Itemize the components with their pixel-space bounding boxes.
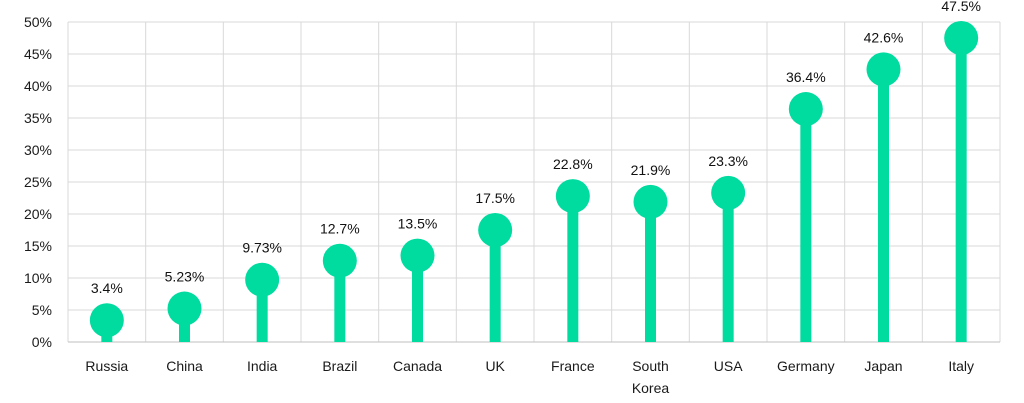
lollipop-dot	[245, 262, 280, 297]
y-tick-label: 20%	[24, 206, 52, 222]
x-category-label: Brazil	[322, 358, 357, 374]
dots-layer	[89, 21, 979, 338]
lollipop-dot	[555, 179, 590, 214]
x-category-label: China	[166, 358, 203, 374]
lollipop-dot	[322, 243, 357, 278]
lollipop-dot	[478, 213, 513, 247]
data-label: 3.4%	[91, 280, 123, 296]
x-category-label: France	[551, 358, 595, 374]
data-labels-layer: 3.4% 5.23% 9.73% 12.7% 13.5% 17.5% 22.8% 21.9% 2…	[91, 0, 981, 296]
x-axis-categories: Russia China India Brazil Canada UK France Sout…	[85, 358, 974, 396]
y-tick-label: 0%	[32, 334, 52, 350]
y-tick-label: 15%	[24, 238, 52, 254]
y-tick-label: 10%	[24, 270, 52, 286]
data-label: 5.23%	[165, 269, 205, 285]
lollipop-dot	[788, 92, 823, 127]
data-label: 13.5%	[398, 216, 438, 232]
lollipop-dot	[711, 175, 746, 210]
data-label: 47.5%	[941, 0, 981, 14]
x-category-label: Italy	[948, 358, 974, 374]
data-label: 12.7%	[320, 221, 360, 237]
y-tick-label: 5%	[32, 302, 52, 318]
y-axis-ticks: 0% 5% 10% 15% 20% 25% 30% 35% 40% 45% 50%	[24, 14, 52, 350]
data-label: 42.6%	[864, 29, 904, 45]
data-label: 23.3%	[708, 153, 748, 169]
data-label: 22.8%	[553, 156, 593, 172]
y-tick-label: 50%	[24, 14, 52, 30]
lollipop-dot	[866, 52, 901, 87]
y-tick-label: 35%	[24, 110, 52, 126]
x-category-label: Russia	[85, 358, 128, 374]
lollipop-dot	[400, 238, 435, 273]
data-label: 36.4%	[786, 69, 826, 85]
x-category-label: Canada	[393, 358, 442, 374]
lollipop-dot	[633, 184, 668, 219]
lollipop-dot	[944, 21, 979, 55]
data-label: 9.73%	[242, 240, 282, 256]
x-category-label: USA	[714, 358, 743, 374]
x-category-label: Japan	[864, 358, 902, 374]
y-tick-label: 25%	[24, 174, 52, 190]
y-tick-label: 30%	[24, 142, 52, 158]
lollipop-dot	[167, 291, 202, 326]
data-label: 21.9%	[631, 162, 671, 178]
data-label: 17.5%	[475, 190, 515, 206]
x-category-label: India	[247, 358, 278, 374]
x-category-label: Germany	[777, 358, 835, 374]
x-category-label: UK	[485, 358, 505, 374]
lollipop-dot	[89, 303, 124, 338]
y-tick-label: 45%	[24, 46, 52, 62]
grid-layer	[67, 21, 1001, 343]
x-category-label: South Korea	[632, 358, 670, 396]
y-tick-label: 40%	[24, 78, 52, 94]
